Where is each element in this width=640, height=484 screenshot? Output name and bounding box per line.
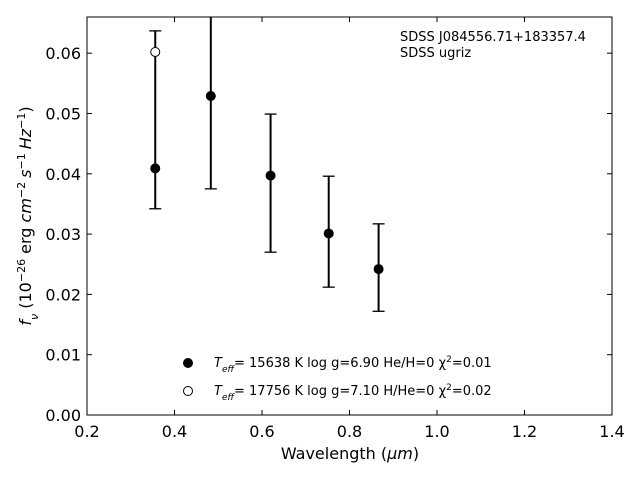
y-tick-label: 0.00 bbox=[45, 406, 81, 425]
legend-1-chi: =0.01 bbox=[452, 356, 492, 371]
legend-1-eff: eff bbox=[222, 365, 236, 375]
x-axis-label: Wavelength (μm) bbox=[281, 444, 419, 463]
y-label-hz: Hz bbox=[16, 128, 35, 149]
y-tick-label: 0.01 bbox=[45, 346, 81, 365]
y-label-exp3: −1 bbox=[15, 153, 28, 169]
legend: Teff= 15638 K log g=6.90 He/H=0 χ2=0.01 … bbox=[183, 355, 492, 403]
data-markers bbox=[150, 46, 384, 275]
y-label-erg: erg bbox=[16, 222, 35, 258]
x-tick-label: 0.4 bbox=[162, 422, 187, 441]
y-label-s: s bbox=[16, 170, 35, 178]
x-tick-label: 0.6 bbox=[249, 422, 274, 441]
x-tick-label: 0.2 bbox=[74, 422, 99, 441]
y-label-exp4: −1 bbox=[15, 113, 28, 129]
model-point-open bbox=[150, 46, 161, 57]
x-tick-label: 1.4 bbox=[599, 422, 624, 441]
y-axis-label: fν (10−26 erg cm−2s−1Hz−1) bbox=[15, 106, 41, 325]
legend-2-T: T bbox=[214, 384, 223, 399]
model-point-filled bbox=[373, 264, 384, 275]
legend-entry-1: Teff= 15638 K log g=6.90 He/H=0 χ2=0.01 bbox=[214, 355, 492, 375]
y-label-open: (10 bbox=[16, 282, 35, 314]
y-label-close: ) bbox=[16, 106, 35, 112]
model-point-filled bbox=[323, 228, 334, 239]
y-tick-label: 0.05 bbox=[45, 104, 81, 123]
legend-2-chi: =0.02 bbox=[452, 384, 492, 399]
x-axis-label-text: Wavelength ( bbox=[281, 444, 387, 463]
x-axis: 0.2 0.4 0.6 0.8 1.0 1.2 1.4 bbox=[74, 17, 625, 441]
y-axis: 0.00 0.01 0.02 0.03 0.04 0.05 0.06 bbox=[45, 44, 612, 425]
y-label-cm: cm bbox=[16, 198, 35, 222]
y-label-nu: ν bbox=[28, 314, 41, 320]
model-point-filled bbox=[205, 90, 216, 101]
annotation-photometry: SDSS ugriz bbox=[400, 46, 471, 61]
model-point-filled bbox=[150, 163, 161, 174]
legend-1-rest: = 15638 K log g=6.90 He/H=0 χ bbox=[234, 356, 447, 371]
model-point-filled bbox=[265, 170, 276, 181]
y-tick-label: 0.02 bbox=[45, 285, 81, 304]
x-tick-label: 1.2 bbox=[512, 422, 537, 441]
legend-2-sq: 2 bbox=[446, 383, 452, 393]
y-label-exp1: −26 bbox=[15, 259, 28, 282]
legend-marker-filled bbox=[183, 358, 193, 368]
x-axis-label-unit: μm bbox=[386, 444, 413, 463]
x-axis-label-close: ) bbox=[413, 444, 419, 463]
y-label-f: f bbox=[16, 318, 35, 326]
y-tick-label: 0.06 bbox=[45, 44, 81, 63]
annotation-object-name: SDSS J084556.71+183357.4 bbox=[400, 30, 586, 45]
legend-1-T: T bbox=[214, 356, 223, 371]
y-label-exp2: −2 bbox=[15, 182, 28, 198]
y-tick-label: 0.03 bbox=[45, 225, 81, 244]
legend-2-eff: eff bbox=[222, 393, 236, 403]
y-tick-label: 0.04 bbox=[45, 165, 81, 184]
legend-1-sq: 2 bbox=[446, 355, 452, 365]
legend-2-rest: = 17756 K log g=7.10 H/He=0 χ bbox=[234, 384, 447, 399]
legend-entry-2: Teff= 17756 K log g=7.10 H/He=0 χ2=0.02 bbox=[214, 383, 492, 403]
x-tick-label: 1.0 bbox=[424, 422, 449, 441]
legend-marker-open bbox=[183, 386, 193, 396]
x-tick-label: 0.8 bbox=[337, 422, 362, 441]
